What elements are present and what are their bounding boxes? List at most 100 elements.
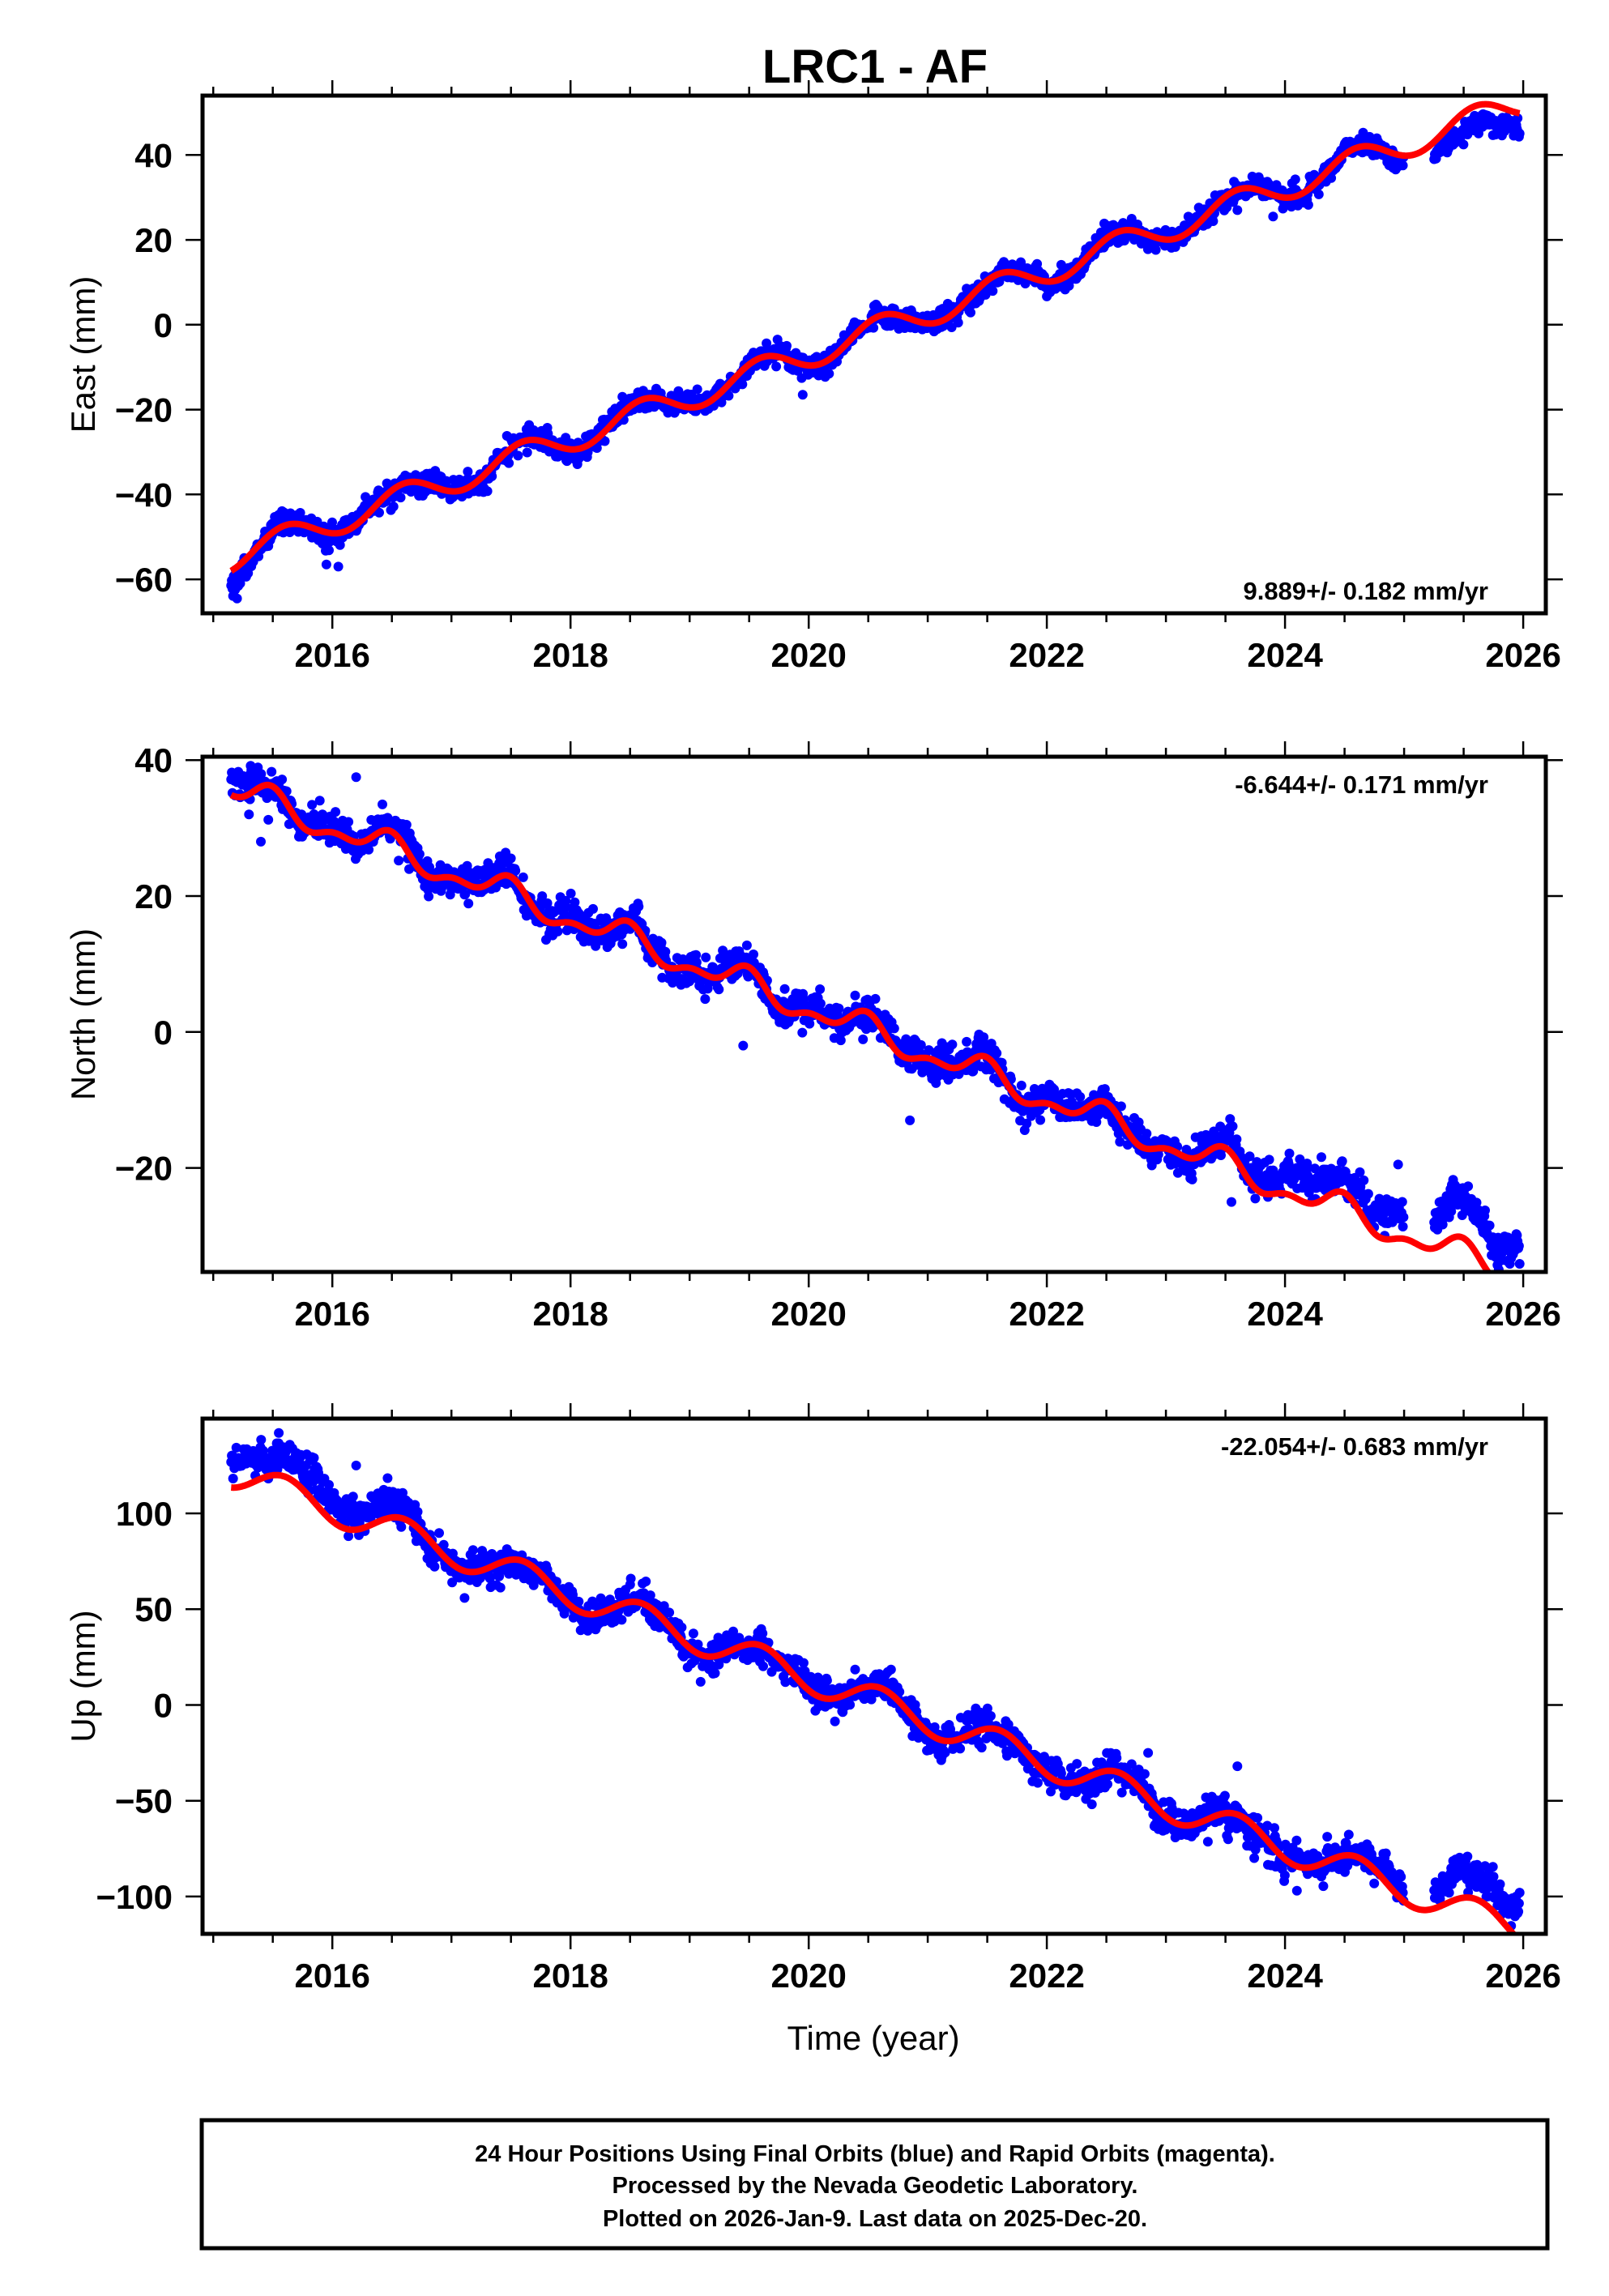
data-point bbox=[228, 1474, 238, 1483]
data-point bbox=[835, 1035, 846, 1046]
data-point bbox=[702, 984, 713, 994]
data-point bbox=[460, 889, 471, 899]
data-point bbox=[482, 486, 493, 497]
data-point bbox=[1295, 1154, 1305, 1164]
velocity-rate-label: 9.889+/- 0.182 mm/yr bbox=[1244, 577, 1488, 605]
data-point bbox=[277, 775, 288, 785]
data-point-outlier bbox=[797, 390, 808, 400]
data-point bbox=[395, 493, 406, 503]
data-point bbox=[374, 507, 384, 518]
data-point bbox=[1374, 1193, 1385, 1204]
data-point bbox=[588, 903, 598, 914]
data-point bbox=[962, 1036, 972, 1047]
data-point bbox=[528, 1580, 539, 1590]
data-point bbox=[1075, 1091, 1086, 1102]
data-point bbox=[522, 447, 532, 458]
data-point bbox=[645, 1590, 655, 1601]
data-point bbox=[459, 1593, 470, 1603]
data-point bbox=[1231, 1134, 1242, 1145]
data-point bbox=[710, 1668, 720, 1679]
data-point bbox=[1326, 173, 1337, 183]
y-tick-label: 20 bbox=[134, 221, 173, 259]
x-tick-label: 2022 bbox=[1009, 636, 1084, 674]
data-point bbox=[869, 322, 879, 333]
data-point bbox=[434, 1528, 444, 1538]
data-point bbox=[1115, 1137, 1125, 1147]
model-fit-line bbox=[228, 781, 1492, 1272]
data-point bbox=[1317, 1152, 1326, 1163]
data-point bbox=[691, 950, 702, 960]
data-point bbox=[1022, 1118, 1032, 1129]
panel-up: 2016 2018 2020 2022 2024 2026−100−50050100Up … bbox=[64, 1403, 1563, 1995]
x-tick-label: 2016 bbox=[294, 636, 369, 674]
data-point bbox=[822, 1675, 832, 1686]
data-point bbox=[365, 1513, 376, 1523]
data-point bbox=[798, 1658, 809, 1668]
data-point bbox=[815, 984, 826, 994]
data-point bbox=[1446, 1206, 1457, 1217]
data-point bbox=[565, 888, 576, 898]
data-point bbox=[1302, 1159, 1312, 1169]
data-point bbox=[424, 891, 434, 902]
x-tick-label: 2020 bbox=[770, 1295, 846, 1333]
y-axis-ticks bbox=[186, 154, 1563, 581]
data-point bbox=[741, 940, 752, 950]
data-point bbox=[779, 984, 790, 994]
data-point bbox=[850, 990, 860, 1001]
data-point bbox=[553, 926, 563, 937]
data-point bbox=[570, 897, 580, 907]
panel-east: 2016 2018 2020 2022 2024 2026−60−40−2002040Ea… bbox=[64, 80, 1563, 674]
data-point-outlier bbox=[1250, 1193, 1261, 1204]
data-point bbox=[858, 1034, 869, 1044]
data-point bbox=[1099, 1084, 1110, 1095]
data-point-outlier bbox=[244, 809, 254, 820]
data-point bbox=[797, 1027, 808, 1038]
data-point bbox=[1150, 245, 1161, 255]
data-point bbox=[513, 450, 523, 461]
data-point bbox=[1264, 1154, 1274, 1165]
data-point bbox=[1463, 1181, 1474, 1192]
data-point bbox=[1225, 1114, 1236, 1125]
y-tick-label: −20 bbox=[115, 391, 173, 429]
data-point bbox=[537, 891, 548, 902]
data-point-outlier bbox=[1393, 1159, 1403, 1170]
data-point bbox=[600, 436, 610, 446]
data-point bbox=[992, 1048, 1002, 1058]
data-point bbox=[388, 501, 399, 512]
data-point bbox=[1016, 1080, 1026, 1090]
data-point bbox=[714, 1659, 724, 1670]
data-point bbox=[664, 1607, 675, 1618]
data-point bbox=[364, 844, 374, 855]
data-point bbox=[463, 898, 474, 909]
data-point bbox=[966, 307, 975, 318]
data-point bbox=[1337, 1156, 1347, 1167]
data-point bbox=[504, 458, 514, 468]
data-point bbox=[1471, 1197, 1482, 1208]
data-point bbox=[1290, 174, 1300, 185]
y-axis-label: North (mm) bbox=[64, 928, 102, 1100]
data-point bbox=[780, 1677, 791, 1688]
x-tick-label: 2020 bbox=[770, 636, 846, 674]
data-point bbox=[235, 578, 245, 589]
data-point bbox=[656, 937, 667, 948]
data-point bbox=[947, 1039, 958, 1050]
data-point bbox=[314, 796, 325, 806]
x-tick-label: 2018 bbox=[532, 636, 608, 674]
data-point-outlier bbox=[333, 561, 344, 572]
model-fit-line bbox=[228, 100, 1522, 574]
x-tick-label: 2018 bbox=[532, 1295, 608, 1333]
data-point bbox=[688, 1628, 698, 1639]
data-point bbox=[1513, 1240, 1524, 1251]
data-point-outlier bbox=[321, 559, 331, 570]
data-point bbox=[518, 872, 528, 882]
data-point bbox=[231, 1442, 241, 1453]
data-point bbox=[1208, 216, 1218, 226]
data-point bbox=[591, 443, 602, 453]
data-point bbox=[953, 318, 963, 328]
data-point bbox=[1309, 1163, 1320, 1174]
data-point bbox=[1283, 1159, 1294, 1169]
data-point bbox=[737, 379, 748, 390]
y-tick-label: 0 bbox=[154, 306, 173, 344]
